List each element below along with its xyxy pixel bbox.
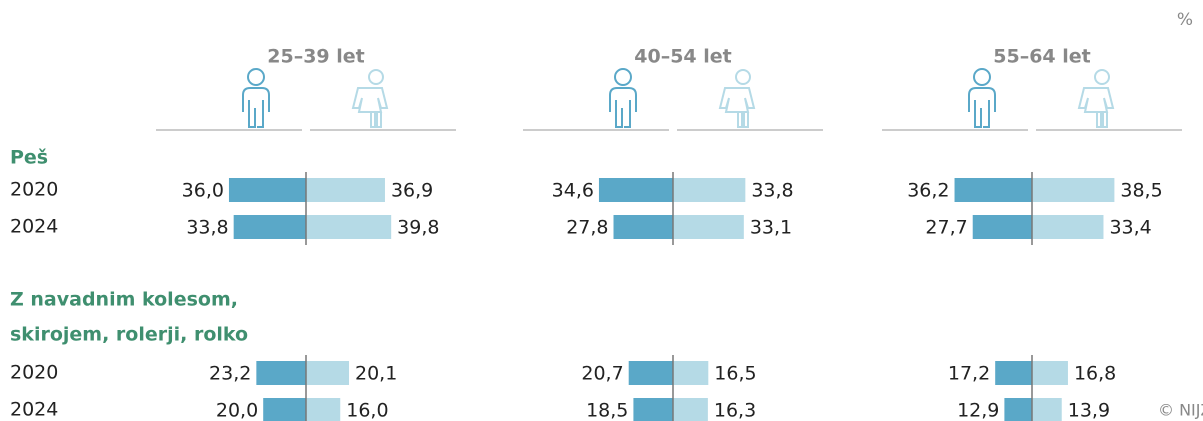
female-icon bbox=[718, 69, 756, 128]
icon-head bbox=[735, 69, 751, 85]
icon-body bbox=[609, 87, 637, 128]
icon-head bbox=[973, 68, 991, 86]
group-title: 40–54 let bbox=[634, 46, 731, 68]
female-value-label: 16,5 bbox=[714, 363, 756, 385]
male-bar bbox=[256, 361, 306, 385]
female-value-label: 20,1 bbox=[355, 363, 397, 385]
male-value-label: 12,9 bbox=[957, 400, 999, 421]
year-label: 2020 bbox=[10, 362, 58, 384]
icon-body bbox=[242, 87, 270, 128]
female-bar bbox=[673, 215, 744, 239]
male-bar bbox=[263, 398, 306, 421]
section-label: Z navadnim kolesom, bbox=[10, 289, 238, 311]
male-value-label: 23,2 bbox=[209, 363, 251, 385]
year-label: 2024 bbox=[10, 216, 58, 238]
male-value-label: 33,8 bbox=[186, 217, 228, 239]
male-bar bbox=[972, 215, 1032, 239]
icon-head bbox=[1094, 69, 1110, 85]
female-value-label: 33,4 bbox=[1109, 217, 1151, 239]
group-title: 55–64 let bbox=[993, 46, 1090, 68]
male-bar bbox=[633, 398, 673, 421]
male-value-label: 36,2 bbox=[907, 180, 949, 202]
female-bar bbox=[1032, 398, 1062, 421]
male-value-label: 17,2 bbox=[948, 363, 990, 385]
female-bar bbox=[1032, 215, 1104, 239]
male-value-label: 27,8 bbox=[566, 217, 608, 239]
male-bar bbox=[613, 215, 673, 239]
male-icon bbox=[968, 68, 996, 128]
credit: © NIJZ bbox=[1158, 401, 1203, 420]
female-icon bbox=[351, 69, 389, 128]
female-bar bbox=[673, 398, 708, 421]
female-bar bbox=[673, 361, 709, 385]
female-bar bbox=[673, 178, 746, 202]
icon-body bbox=[351, 87, 389, 128]
male-bar bbox=[628, 361, 673, 385]
male-value-label: 34,6 bbox=[552, 180, 594, 202]
icon-head bbox=[368, 69, 384, 85]
male-value-label: 36,0 bbox=[182, 180, 224, 202]
female-value-label: 36,9 bbox=[391, 180, 433, 202]
female-value-label: 33,8 bbox=[751, 180, 793, 202]
male-value-label: 18,5 bbox=[586, 400, 628, 421]
year-label: 2024 bbox=[10, 399, 58, 421]
female-value-label: 16,0 bbox=[346, 400, 388, 421]
icon-body bbox=[968, 87, 996, 128]
icon-body bbox=[718, 87, 756, 128]
icon-head bbox=[614, 68, 632, 86]
male-value-label: 20,0 bbox=[216, 400, 258, 421]
female-value-label: 16,8 bbox=[1074, 363, 1116, 385]
female-value-label: 16,3 bbox=[714, 400, 756, 421]
year-label: 2020 bbox=[10, 179, 58, 201]
female-bar bbox=[1032, 178, 1115, 202]
female-bar bbox=[306, 215, 392, 239]
male-value-label: 27,7 bbox=[925, 217, 967, 239]
section-label: skirojem, rolerji, rolko bbox=[10, 324, 248, 346]
female-value-label: 13,9 bbox=[1068, 400, 1110, 421]
male-bar bbox=[995, 361, 1032, 385]
icon-head bbox=[247, 68, 265, 86]
section-label: Peš bbox=[10, 147, 48, 169]
male-bar bbox=[228, 178, 306, 202]
male-value-label: 20,7 bbox=[581, 363, 623, 385]
unit: % bbox=[1177, 10, 1193, 30]
male-bar bbox=[954, 178, 1032, 202]
female-value-label: 39,8 bbox=[397, 217, 439, 239]
male-icon bbox=[609, 68, 637, 128]
male-icon bbox=[242, 68, 270, 128]
icon-body bbox=[1077, 87, 1115, 128]
female-bar bbox=[306, 361, 350, 385]
female-bar bbox=[1032, 361, 1068, 385]
female-bar bbox=[306, 398, 341, 421]
group-title: 25–39 let bbox=[267, 46, 364, 68]
male-bar bbox=[233, 215, 306, 239]
female-value-label: 38,5 bbox=[1120, 180, 1162, 202]
female-value-label: 33,1 bbox=[750, 217, 792, 239]
male-bar bbox=[598, 178, 673, 202]
male-bar bbox=[1004, 398, 1032, 421]
female-bar bbox=[306, 178, 385, 202]
female-icon bbox=[1077, 69, 1115, 128]
